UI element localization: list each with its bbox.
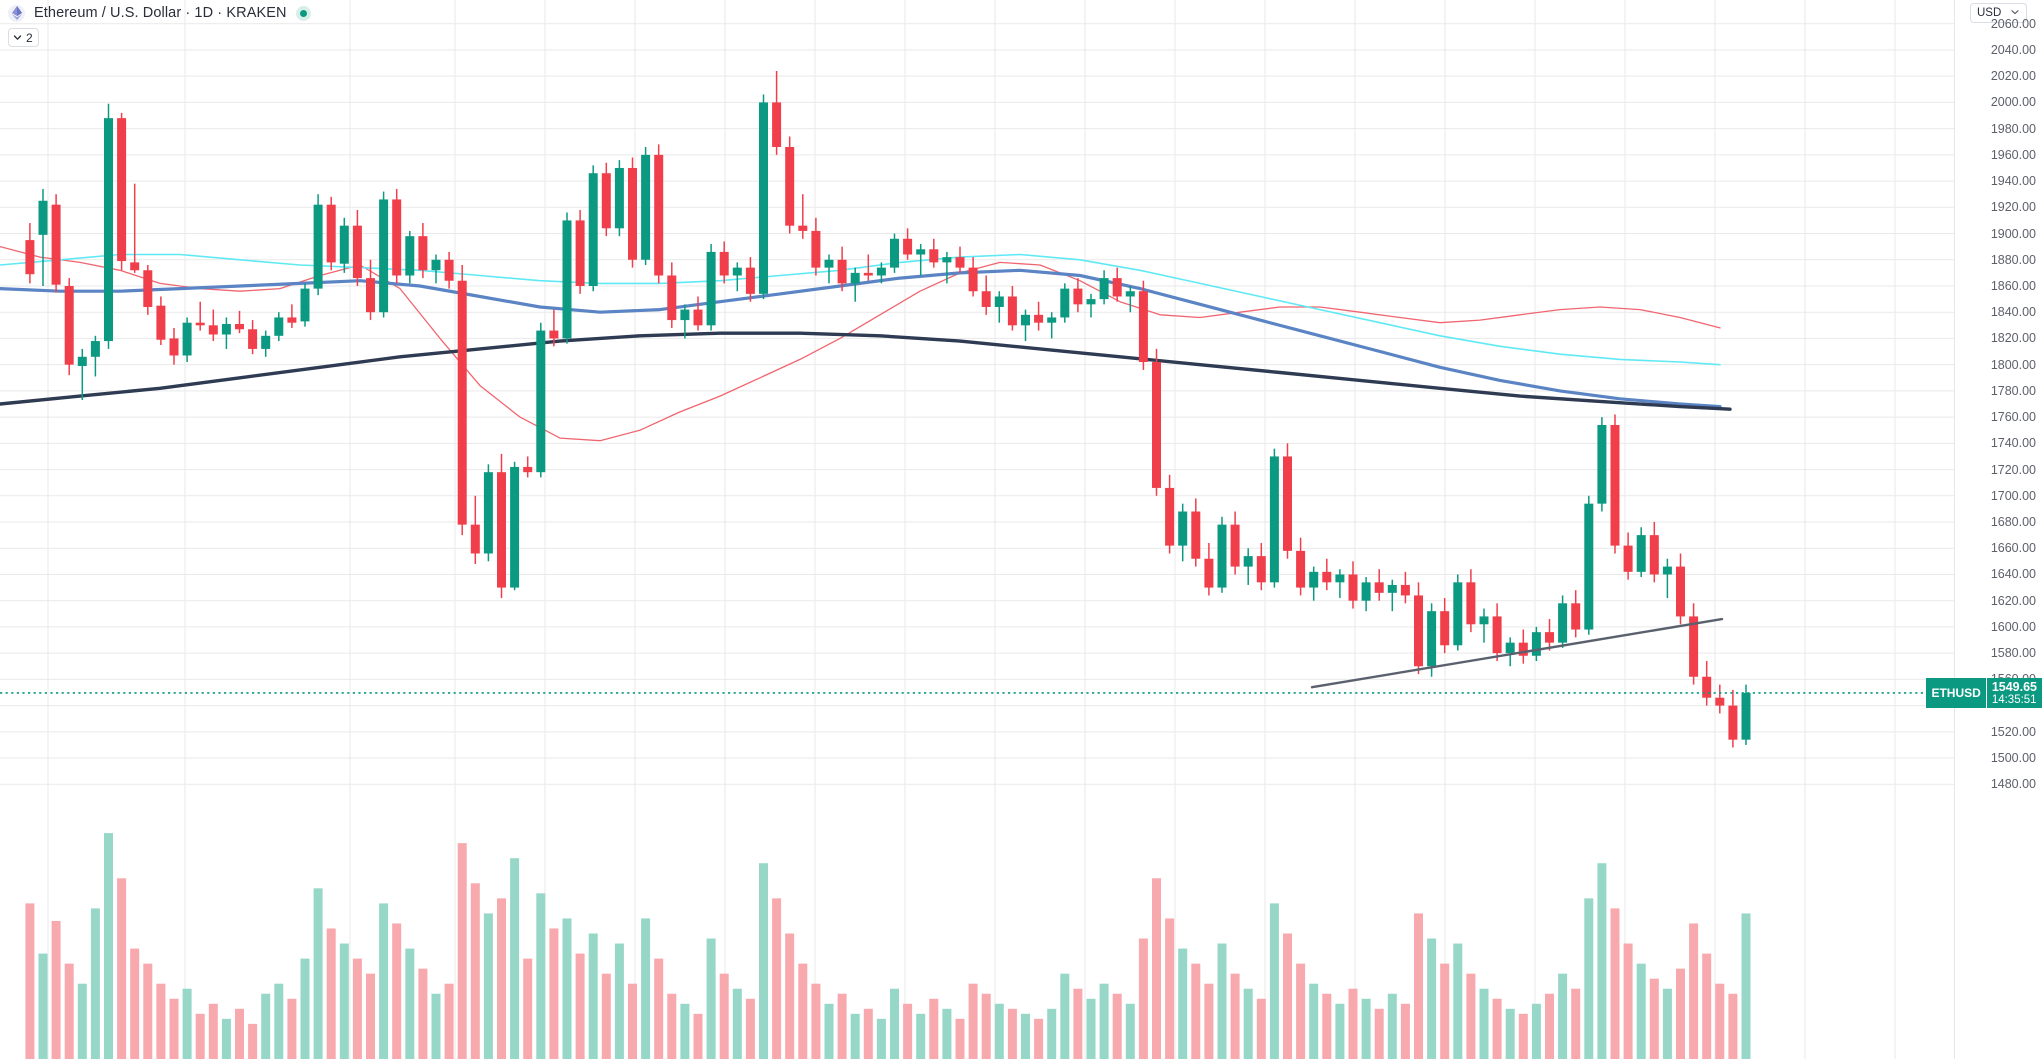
price-axis-tick: 1680.00 bbox=[1990, 515, 2036, 529]
price-axis-tick: 2020.00 bbox=[1990, 69, 2036, 84]
price-axis-tick: 1760.00 bbox=[1990, 410, 2036, 425]
price-axis-tick: 1900.00 bbox=[1990, 226, 2036, 241]
price-axis-tick: 1660.00 bbox=[1990, 541, 2036, 556]
volume-histogram bbox=[25, 833, 1751, 1059]
moving-average-lines bbox=[0, 245, 1732, 442]
collapsed-indicators-badge[interactable]: 2 bbox=[8, 28, 39, 47]
price-axis-tick: 2000.00 bbox=[1990, 95, 2036, 110]
price-axis-tick: 1800.00 bbox=[1990, 357, 2036, 372]
symbol-title[interactable]: Ethereum / U.S. Dollar · 1D · KRAKEN bbox=[34, 5, 287, 21]
price-axis-tick: 1720.00 bbox=[1990, 462, 2036, 477]
collapsed-indicators-count: 2 bbox=[26, 30, 33, 45]
candlestick-series bbox=[25, 70, 1751, 748]
ethereum-icon bbox=[8, 4, 25, 22]
price-axis-tick: 1580.00 bbox=[1990, 646, 2036, 661]
price-axis-tick: 1840.00 bbox=[1990, 305, 2036, 320]
price-badge-symbol: ETHUSD bbox=[1926, 677, 1987, 708]
price-axis-tick: 1780.00 bbox=[1990, 383, 2036, 398]
market-open-dot-icon bbox=[295, 5, 311, 21]
chevron-down-icon bbox=[2010, 7, 2020, 20]
price-badge-values: 1549.65 14:35:51 bbox=[1986, 677, 2042, 708]
chart-gridlines bbox=[0, 0, 1954, 1059]
price-axis-tick: 1740.00 bbox=[1990, 436, 2036, 451]
price-axis-tick: 1960.00 bbox=[1990, 147, 2036, 162]
current-price-value: 1549.65 bbox=[1991, 679, 2037, 694]
price-axis[interactable]: USD 2060.00 2040.00 2020.00 2000.00 1980.00 1… bbox=[1926, 0, 2042, 1059]
price-axis-tick: 1920.00 bbox=[1990, 200, 2036, 215]
chart-plot-area[interactable] bbox=[0, 0, 1954, 1059]
price-axis-tick: 2060.00 bbox=[1990, 16, 2036, 31]
user-drawings[interactable] bbox=[0, 0, 1954, 1059]
price-axis-tick: 1940.00 bbox=[1990, 174, 2036, 189]
chart-header: Ethereum / U.S. Dollar · 1D · KRAKEN bbox=[0, 0, 2042, 26]
price-axis-tick: 1620.00 bbox=[1990, 593, 2036, 608]
current-price-line bbox=[0, 692, 1954, 694]
currency-label: USD bbox=[1977, 7, 2002, 19]
currency-selector-button[interactable]: USD bbox=[1970, 3, 2028, 23]
price-axis-tick: 1520.00 bbox=[1990, 724, 2036, 739]
bar-countdown-timer: 14:35:51 bbox=[1991, 693, 2037, 706]
price-axis-tick: 1880.00 bbox=[1990, 252, 2036, 267]
price-axis-tick: 1820.00 bbox=[1990, 331, 2036, 346]
price-axis-tick: 2040.00 bbox=[1990, 42, 2036, 57]
current-price-badge[interactable]: ETHUSD 1549.65 14:35:51 bbox=[1926, 677, 2042, 708]
price-axis-tick: 1600.00 bbox=[1990, 619, 2036, 634]
chevron-down-icon bbox=[12, 32, 23, 43]
price-axis-tick: 1480.00 bbox=[1990, 777, 2036, 792]
price-axis-tick: 1700.00 bbox=[1990, 488, 2036, 503]
price-axis-tick: 1640.00 bbox=[1990, 567, 2036, 582]
price-axis-tick: 1500.00 bbox=[1990, 751, 2036, 766]
price-axis-tick: 1980.00 bbox=[1990, 121, 2036, 136]
price-axis-tick: 1860.00 bbox=[1990, 278, 2036, 293]
